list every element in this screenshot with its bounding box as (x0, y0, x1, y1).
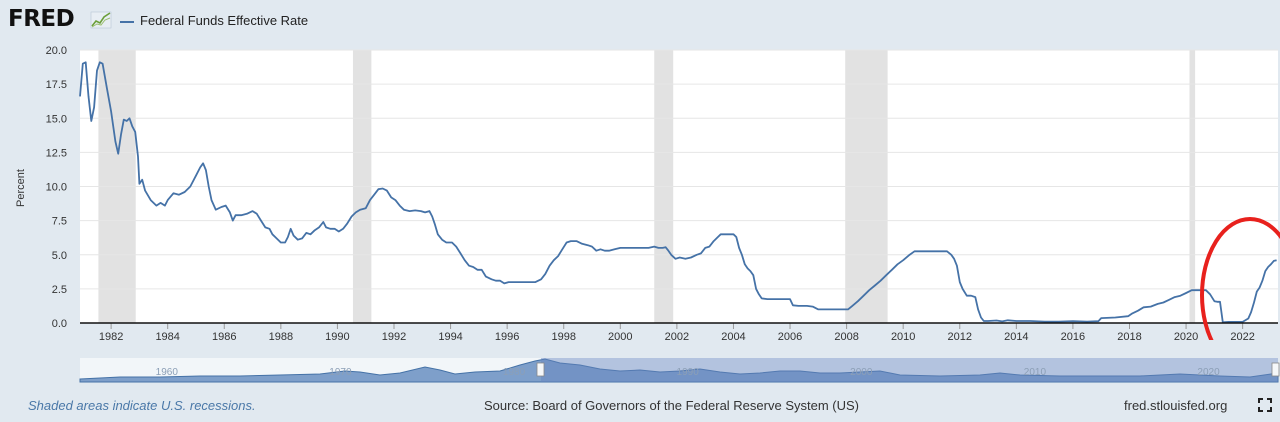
x-tick-label: 1982 (99, 331, 123, 340)
navigator-ticks: 1960 1970 1980 1990 2000 2010 2020 (156, 367, 1220, 378)
x-tick-label: 1992 (382, 331, 406, 340)
x-tick-label: 2008 (834, 331, 858, 340)
x-tick-label: 1998 (551, 331, 575, 340)
navigator-tick-label: 2020 (1197, 367, 1220, 378)
navigator-tick-label: 1990 (677, 367, 700, 378)
range-navigator[interactable]: 1960 1970 1980 1990 2000 2010 2020 (0, 355, 1280, 385)
navigator-tick-label: 1980 (503, 367, 526, 378)
y-tick-label: 20.0 (46, 45, 67, 57)
x-tick-label: 2016 (1061, 331, 1085, 340)
navigator-tick-label: 2010 (1024, 367, 1047, 378)
x-tick-label: 2022 (1230, 331, 1254, 340)
legend-label[interactable]: Federal Funds Effective Rate (140, 13, 309, 28)
x-tick-label: 2010 (891, 331, 915, 340)
y-tick-label: 5.0 (52, 250, 67, 262)
navigator-right-handle[interactable] (1271, 362, 1280, 377)
x-tick-label: 2014 (1004, 331, 1028, 340)
navigator-tick-label: 1960 (156, 367, 179, 378)
x-tick-label: 2018 (1117, 331, 1141, 340)
x-tick-label: 2004 (721, 331, 745, 340)
main-chart[interactable]: 1982 1984 1986 1988 1990 1992 1994 1996 1998 2000… (0, 40, 1280, 340)
y-axis-ticks: 0.0 2.5 5.0 7.5 10.0 12.5 15.0 17.5 20.0 (46, 45, 67, 330)
x-tick-label: 1988 (269, 331, 293, 340)
source-text: Source: Board of Governors of the Federa… (484, 398, 859, 413)
y-gridlines (80, 49, 1278, 290)
series-line[interactable] (79, 61, 1277, 324)
legend-swatch (120, 21, 134, 23)
y-tick-label: 7.5 (52, 216, 67, 228)
x-tick-label: 2020 (1174, 331, 1198, 340)
x-tick-label: 1990 (325, 331, 349, 340)
x-tick-label: 2002 (665, 331, 689, 340)
y-tick-label: 10.0 (46, 182, 67, 194)
x-tick-label: 2000 (608, 331, 632, 340)
x-tick-label: 1994 (438, 331, 462, 340)
chart-header: FRED Federal Funds Effective Rate (0, 0, 1280, 42)
navigator-series (79, 358, 1279, 383)
annotation-circle (1200, 217, 1280, 340)
x-tick-label: 1986 (212, 331, 236, 340)
navigator-selection (541, 358, 1278, 382)
expand-icon[interactable] (1258, 398, 1272, 412)
recession-note: Shaded areas indicate U.S. recessions. (28, 398, 256, 413)
y-axis-label: Percent (15, 169, 27, 207)
y-tick-label: 12.5 (46, 147, 67, 159)
navigator-tick-label: 2000 (850, 367, 873, 378)
y-tick-label: 17.5 (46, 79, 67, 91)
y-tick-label: 15.0 (46, 113, 67, 125)
y-tick-label: 2.5 (52, 284, 67, 296)
line-chart-icon (90, 11, 112, 29)
fred-logo[interactable]: FRED (8, 6, 75, 32)
fred-url-link[interactable]: fred.stlouisfed.org (1124, 398, 1228, 413)
y-tick-label: 0.0 (52, 318, 67, 330)
navigator-tick-label: 1970 (329, 367, 352, 378)
x-tick-label: 2006 (778, 331, 802, 340)
navigator-left-handle[interactable] (536, 362, 545, 377)
x-tick-label: 2012 (948, 331, 972, 340)
x-tick-label: 1996 (495, 331, 519, 340)
x-tick-label: 1984 (155, 331, 179, 340)
x-axis-ticks: 1982 1984 1986 1988 1990 1992 1994 1996 1998 2000… (99, 323, 1255, 340)
